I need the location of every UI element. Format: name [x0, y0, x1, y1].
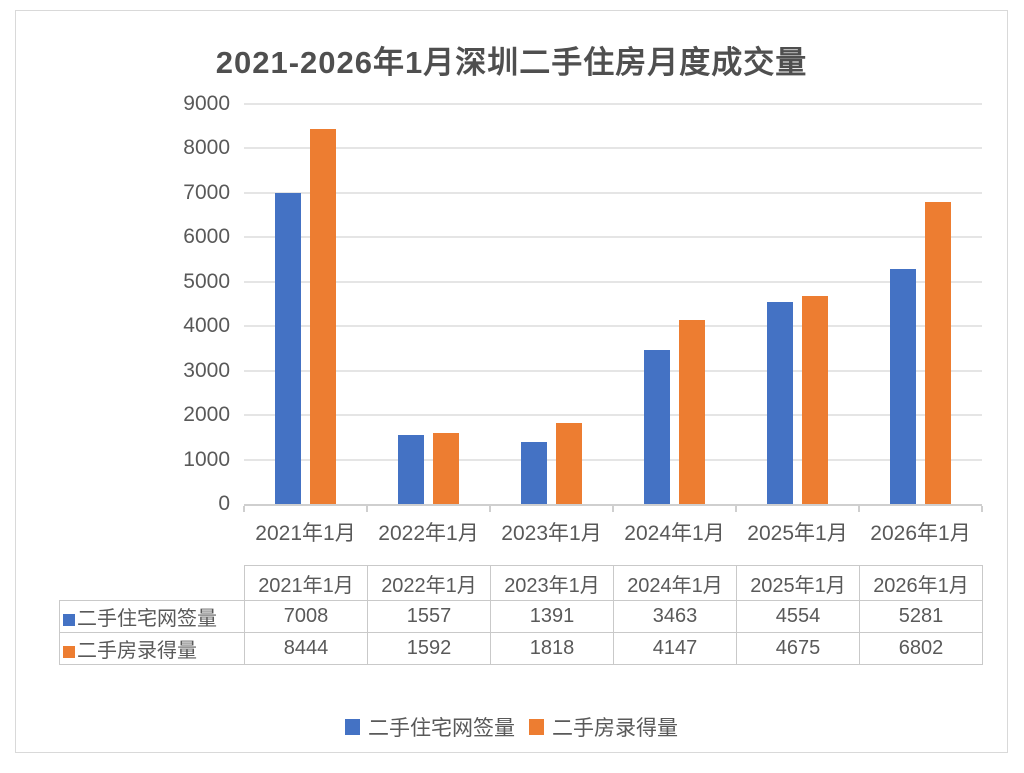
x-axis-tick: [243, 506, 245, 512]
y-axis-label: 4000: [183, 314, 230, 338]
x-axis-line: [244, 504, 982, 506]
y-axis-label: 2000: [183, 403, 230, 427]
table-value-cell: 4554: [736, 600, 860, 633]
table-header-row: 2021年1月 2022年1月 2023年1月 2024年1月 2025年1月 2026年…: [60, 565, 983, 601]
y-axis-label: 1000: [183, 447, 230, 471]
table-value-cell: 7008: [244, 600, 368, 633]
table-header-cell: 2023年1月: [490, 565, 614, 601]
table-header-cell: 2025年1月: [736, 565, 860, 601]
table-value-cell: 4675: [736, 632, 860, 665]
legend-swatch-icon: [345, 719, 360, 735]
data-table: 2021年1月 2022年1月 2023年1月 2024年1月 2025年1月 2026年…: [59, 565, 983, 665]
x-axis-label: 2025年1月: [747, 522, 848, 545]
table-header-cell: 2022年1月: [367, 565, 491, 601]
y-axis-label: 9000: [183, 92, 230, 115]
bar-series2: [310, 128, 336, 504]
bar-series1: [767, 301, 793, 504]
x-axis-tick: [735, 506, 737, 512]
table-value-cell: 1557: [367, 600, 491, 633]
table-header-cell: 2026年1月: [859, 565, 983, 601]
table-header-cell: 2021年1月: [244, 565, 368, 601]
bar-series1: [521, 442, 547, 504]
table-header-cell: 2024年1月: [613, 565, 737, 601]
table-row: 二手住宅网签量 7008 1557 1391 3463 4554 5281: [59, 600, 983, 633]
x-axis-label: 2024年1月: [624, 522, 725, 545]
series-color-swatch-icon: [63, 614, 75, 626]
x-axis-label: 2023年1月: [501, 522, 602, 545]
y-axis-label: 6000: [183, 225, 230, 249]
bar-series2: [433, 433, 459, 504]
x-axis-tick: [858, 506, 860, 512]
gridline: [244, 369, 982, 372]
table-value-cell: 1818: [490, 632, 614, 665]
x-axis-label: 2026年1月: [870, 522, 971, 545]
x-axis-tick: [612, 506, 614, 512]
bar-series2: [556, 423, 582, 504]
x-axis-label: 2021年1月: [255, 522, 356, 545]
series-color-swatch-icon: [63, 646, 75, 658]
x-axis-label: 2022年1月: [378, 522, 479, 545]
bar-chart-plot-area: 0 1000 2000 3000 4000 5000 6000 7000 8000 9000 202…: [16, 11, 1007, 752]
legend-label: 二手房录得量: [552, 717, 678, 740]
gridline: [244, 191, 982, 194]
table-corner-cell: [60, 566, 245, 601]
y-axis-label: 7000: [183, 180, 230, 204]
table-value-cell: 6802: [859, 632, 983, 665]
legend-item: 二手房录得量: [529, 712, 678, 742]
table-row-label: 二手住宅网签量: [59, 600, 245, 633]
bar-series2: [679, 319, 705, 504]
bar-series2: [802, 296, 828, 504]
y-axis-label: 8000: [183, 136, 230, 160]
y-axis-label: 5000: [183, 269, 230, 293]
gridline: [244, 147, 982, 150]
table-value-cell: 1391: [490, 600, 614, 633]
y-axis-label: 0: [218, 492, 230, 515]
table-value-cell: 1592: [367, 632, 491, 665]
bar-series1: [644, 350, 670, 504]
table-value-cell: 3463: [613, 600, 737, 633]
table-value-cell: 4147: [613, 632, 737, 665]
chart-legend: 二手住宅网签量 二手房录得量: [16, 712, 1007, 742]
gridline: [244, 325, 982, 328]
legend-label: 二手住宅网签量: [368, 717, 515, 740]
bar-series1: [890, 269, 916, 504]
gridline: [244, 280, 982, 283]
y-axis-label: 3000: [183, 358, 230, 382]
legend-swatch-icon: [529, 719, 544, 735]
gridline: [244, 414, 982, 417]
table-row-label: 二手房录得量: [59, 632, 245, 665]
x-axis-tick: [489, 506, 491, 512]
gridline: [244, 103, 982, 105]
table-value-cell: 5281: [859, 600, 983, 633]
chart-card: 2021-2026年1月深圳二手住房月度成交量 0 1000 2000 3000 400…: [15, 10, 1008, 753]
x-axis-tick: [366, 506, 368, 512]
x-axis-tick: [981, 506, 983, 512]
chart-title: 2021-2026年1月深圳二手住房月度成交量: [215, 45, 808, 80]
gridline: [244, 458, 982, 461]
bar-series2: [925, 201, 951, 504]
bar-series1: [275, 192, 301, 504]
table-value-cell: 8444: [244, 632, 368, 665]
gridline: [244, 236, 982, 239]
table-row: 二手房录得量 8444 1592 1818 4147 4675 6802: [59, 632, 983, 665]
legend-item: 二手住宅网签量: [345, 712, 515, 742]
bar-series1: [398, 434, 424, 504]
